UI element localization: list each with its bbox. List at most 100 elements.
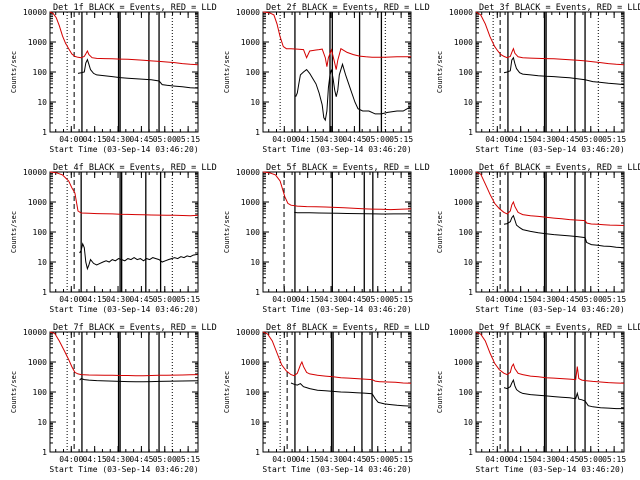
plot-frame — [262, 11, 412, 133]
series-line-black — [290, 382, 412, 407]
x-tick-label: 05:15 — [176, 295, 200, 304]
y-tick-label: 1000 — [28, 358, 47, 367]
y-axis-label: Counts/sec — [436, 211, 444, 253]
chart-panel-1: Det 1f BLACK = Events, RED = LLD Counts/s… — [10, 3, 217, 154]
x-tick-label: 04:00 — [59, 295, 83, 304]
y-axis-label: Counts/sec — [223, 371, 231, 413]
y-tick-label: 10000 — [23, 328, 47, 337]
x-tick-label: 04:45 — [555, 455, 579, 464]
y-axis-label: Counts/sec — [436, 51, 444, 93]
y-tick-label: 100 — [459, 228, 474, 237]
x-tick-label: 04:15 — [296, 295, 320, 304]
chart-title: Det 4f BLACK = Events, RED = LLD — [53, 163, 217, 173]
y-tick-label: 10000 — [449, 328, 473, 337]
series-line-black — [503, 214, 625, 249]
series-line-red — [475, 331, 625, 384]
y-tick-label: 1 — [42, 288, 47, 297]
x-tick-label: 05:00 — [153, 455, 177, 464]
x-axis-label: Start Time (03-Sep-14 03:46:20) — [49, 305, 198, 314]
x-tick-label: 04:00 — [272, 135, 296, 144]
plot-frame — [49, 171, 199, 293]
y-tick-label: 10000 — [449, 8, 473, 17]
x-tick-label: 04:30 — [106, 455, 130, 464]
chart-panel-9: Det 9f BLACK = Events, RED = LLD Counts/s… — [436, 323, 640, 474]
x-tick-label: 04:45 — [129, 135, 153, 144]
x-axis-label: Start Time (03-Sep-14 03:46:20) — [262, 145, 411, 154]
x-tick-label: 04:15 — [83, 455, 107, 464]
y-tick-label: 100 — [246, 68, 261, 77]
x-tick-label: 05:00 — [366, 295, 390, 304]
y-tick-label: 10 — [463, 418, 473, 427]
chart-panel-2: Det 2f BLACK = Events, RED = LLD Counts/s… — [223, 3, 430, 154]
series-line-black — [503, 56, 625, 86]
y-tick-label: 1 — [468, 128, 473, 137]
y-tick-label: 100 — [33, 388, 48, 397]
x-tick-label: 04:30 — [319, 455, 343, 464]
y-tick-label: 1000 — [241, 38, 260, 47]
series-line-red — [262, 331, 412, 384]
series-line-red — [475, 171, 625, 226]
x-axis-label: Start Time (03-Sep-14 03:46:20) — [49, 465, 198, 474]
y-tick-label: 1000 — [241, 358, 260, 367]
plot-frame — [475, 11, 625, 133]
x-tick-label: 04:00 — [59, 455, 83, 464]
plot-frame — [49, 11, 199, 133]
y-tick-label: 10 — [37, 418, 47, 427]
chart-title: Det 8f BLACK = Events, RED = LLD — [266, 323, 430, 333]
y-axis-label: Counts/sec — [223, 211, 231, 253]
y-tick-label: 1 — [255, 128, 260, 137]
plot-frame — [475, 331, 625, 453]
y-tick-label: 1000 — [454, 198, 473, 207]
y-tick-label: 10000 — [236, 168, 260, 177]
chart-panel-7: Det 7f BLACK = Events, RED = LLD Counts/s… — [10, 323, 217, 474]
y-axis-label: Counts/sec — [10, 51, 18, 93]
y-tick-label: 1000 — [28, 198, 47, 207]
y-tick-label: 10000 — [236, 328, 260, 337]
chart-panel-6: Det 6f BLACK = Events, RED = LLD Counts/s… — [436, 163, 640, 314]
x-tick-label: 04:15 — [509, 455, 533, 464]
x-tick-label: 04:30 — [106, 295, 130, 304]
x-tick-label: 05:15 — [389, 295, 413, 304]
plot-frame — [262, 171, 412, 293]
x-tick-label: 04:15 — [296, 455, 320, 464]
y-tick-label: 1 — [255, 448, 260, 457]
x-tick-label: 05:00 — [153, 135, 177, 144]
y-tick-label: 1000 — [454, 38, 473, 47]
x-tick-label: 04:15 — [296, 135, 320, 144]
x-tick-label: 05:15 — [602, 295, 626, 304]
series-line-red — [49, 331, 199, 377]
chart-title: Det 6f BLACK = Events, RED = LLD — [479, 163, 640, 173]
x-tick-label: 05:00 — [579, 295, 603, 304]
x-tick-label: 04:45 — [555, 135, 579, 144]
x-tick-label: 04:45 — [342, 135, 366, 144]
chart-title: Det 1f BLACK = Events, RED = LLD — [53, 3, 217, 13]
y-axis-label: Counts/sec — [436, 371, 444, 413]
y-tick-label: 1000 — [454, 358, 473, 367]
x-tick-label: 05:15 — [602, 135, 626, 144]
y-tick-label: 10 — [463, 98, 473, 107]
series-line-red — [262, 171, 412, 211]
x-tick-label: 04:00 — [272, 295, 296, 304]
x-tick-label: 05:15 — [389, 135, 413, 144]
x-tick-label: 04:45 — [129, 455, 153, 464]
chart-title: Det 2f BLACK = Events, RED = LLD — [266, 3, 430, 13]
series-line-red — [262, 11, 411, 70]
chart-title: Det 9f BLACK = Events, RED = LLD — [479, 323, 640, 333]
y-axis-label: Counts/sec — [223, 51, 231, 93]
x-tick-label: 04:30 — [532, 135, 556, 144]
series-line-black — [77, 58, 199, 89]
y-tick-label: 10 — [37, 258, 47, 267]
x-tick-label: 04:30 — [319, 295, 343, 304]
x-tick-label: 05:00 — [366, 455, 390, 464]
x-tick-label: 05:00 — [153, 295, 177, 304]
chart-title: Det 7f BLACK = Events, RED = LLD — [53, 323, 217, 333]
x-axis-label: Start Time (03-Sep-14 03:46:20) — [475, 145, 624, 154]
y-tick-label: 1 — [42, 128, 47, 137]
y-tick-label: 10000 — [23, 168, 47, 177]
chart-panel-5: Det 5f BLACK = Events, RED = LLD Counts/s… — [223, 163, 430, 314]
x-tick-label: 04:00 — [272, 455, 296, 464]
chart-panel-4: Det 4f BLACK = Events, RED = LLD Counts/s… — [10, 163, 217, 314]
series-line-black — [79, 242, 199, 271]
series-line-black — [295, 62, 412, 122]
y-tick-label: 10000 — [449, 168, 473, 177]
